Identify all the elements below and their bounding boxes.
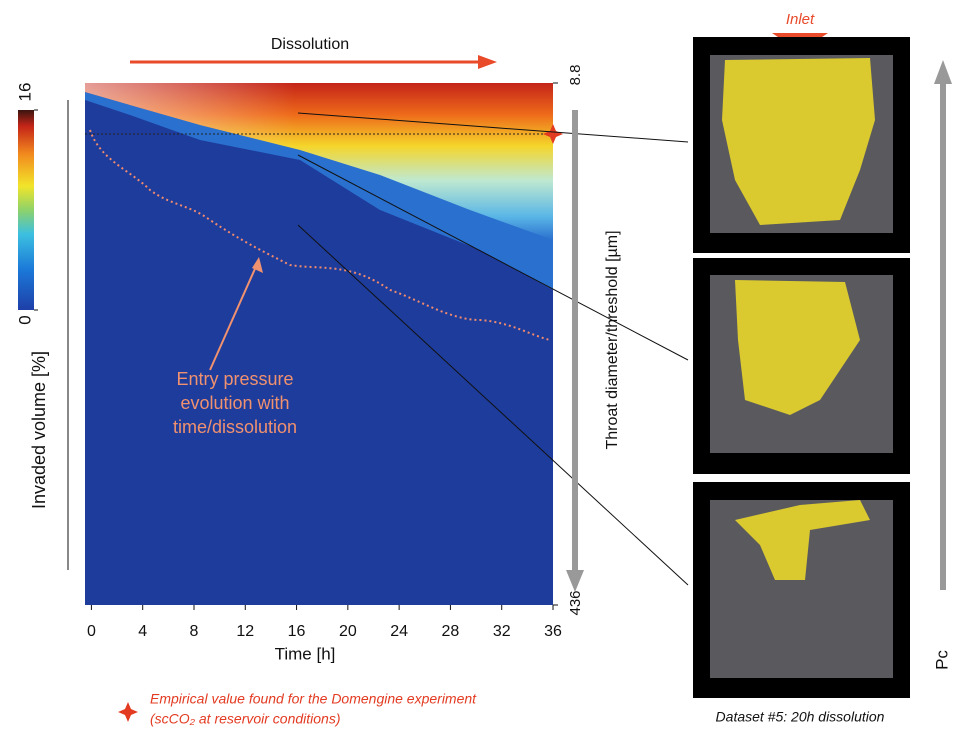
arrow-head bbox=[934, 60, 952, 84]
connectors bbox=[297, 112, 689, 586]
x-tick-label: 32 bbox=[493, 623, 511, 640]
x-tick-label: 12 bbox=[236, 623, 254, 640]
marker bbox=[543, 124, 563, 144]
panels bbox=[693, 37, 910, 698]
inlet-label: Inlet bbox=[786, 11, 815, 28]
arrow-head bbox=[478, 55, 497, 69]
y2-tick-label: 8.8 bbox=[567, 65, 584, 86]
colorbar bbox=[18, 110, 34, 310]
legend-marker bbox=[118, 702, 138, 722]
legend-text: Empirical value found for the Domengine … bbox=[150, 691, 477, 707]
y2-axis-label: Throat diameter/threshold [µm] bbox=[604, 230, 621, 449]
colorbar-tick-label: 16 bbox=[15, 83, 34, 102]
pressure-label: Pc bbox=[932, 650, 951, 670]
x-axis-label: Time [h] bbox=[275, 644, 336, 663]
entry-pressure-curve bbox=[89, 129, 551, 341]
x-tick-label: 4 bbox=[138, 623, 147, 640]
x-tick-label: 20 bbox=[339, 623, 357, 640]
annotation-line: evolution with bbox=[180, 393, 289, 413]
x-tick-label: 36 bbox=[544, 623, 562, 640]
x-tick-label: 16 bbox=[288, 623, 306, 640]
annotation-line: time/dissolution bbox=[173, 417, 297, 437]
x-tick-label: 24 bbox=[390, 623, 408, 640]
x-tick-label: 0 bbox=[87, 623, 96, 640]
y-axis-label: Invaded volume [%] bbox=[29, 351, 49, 509]
colorbar-tick-label: 0 bbox=[15, 315, 34, 324]
annotation: Entry pressure evolution with time/disso… bbox=[173, 369, 297, 437]
arrow-head bbox=[566, 570, 584, 592]
legend-text: (scCO₂ at reservoir conditions) bbox=[150, 711, 341, 727]
x-tick-label: 28 bbox=[442, 623, 460, 640]
x-tick-label: 8 bbox=[190, 623, 199, 640]
chart-title: Dissolution bbox=[271, 36, 349, 53]
panel-caption: Dataset #5: 20h dissolution bbox=[716, 709, 885, 725]
field bbox=[85, 83, 553, 240]
annotation-line: Entry pressure bbox=[176, 369, 293, 389]
y2-tick-label: 436 bbox=[567, 590, 584, 615]
annotation-arrow bbox=[209, 261, 259, 371]
arrow-head bbox=[252, 257, 263, 273]
